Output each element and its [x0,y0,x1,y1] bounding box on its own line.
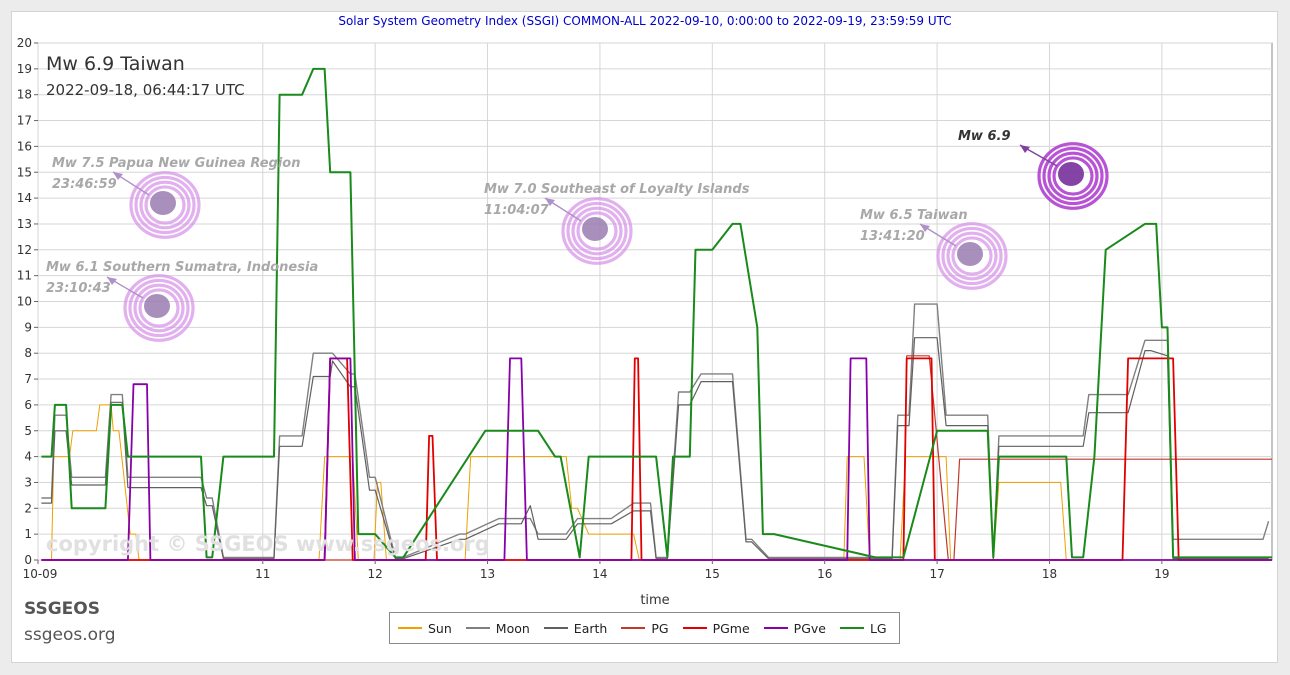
x-tick-label: 15 [705,567,720,581]
legend-swatch [682,627,707,629]
x-tick-label: 11 [255,567,270,581]
y-tick-label: 5 [24,424,32,438]
annotations: Mw 6.9 Taiwan 2022-09-18, 06:44:17 UTC M… [46,53,1109,608]
legend-label: Earth [573,620,608,636]
series-line-moon [41,303,1270,559]
chart-title: Solar System Geometry Index (SSGI) COMMO… [338,14,951,28]
x-tick-label: 19 [1154,567,1169,581]
legend-item-pgme: PGme [682,620,750,636]
y-tick-label: 14 [17,191,32,205]
legend-swatch [621,627,646,629]
y-tick-label: 17 [17,114,32,128]
x-tick-label: 17 [929,567,944,581]
y-tick-label: 4 [24,450,32,464]
quake-ring-icon [112,171,201,239]
x-tick-label: 13 [480,567,495,581]
y-tick-label: 13 [17,217,32,231]
brand-name: SSGEOS [24,599,100,619]
y-tick-label: 12 [17,243,32,257]
legend-label: PG [651,620,669,636]
legend-swatch [398,627,422,629]
y-tick-label: 18 [17,88,32,102]
y-tick-label: 19 [17,62,32,76]
x-tick-label: 18 [1042,567,1057,581]
event-label: Mw 6.5 Taiwan [860,208,968,223]
legend-label: PGme [712,620,750,636]
y-tick-label: 11 [17,269,32,283]
y-tick-label: 9 [24,320,32,334]
legend: Sun Moon Earth PG PGme PGve LG [389,612,900,644]
legend-label: LG [869,620,887,636]
x-axis-label: time [640,593,669,608]
y-tick-label: 1 [24,527,32,541]
event-time: 23:46:59 [52,177,117,192]
quake-ring-icon [106,274,195,342]
y-tick-label: 10 [17,295,32,309]
x-tick-label: 10-09 [23,567,58,581]
legend-item-earth: Earth [543,620,608,636]
legend-swatch [543,627,568,629]
legend-label: PGve [793,620,826,636]
event-label: Mw 6.9 [958,129,1011,144]
y-tick-label: 16 [17,139,32,153]
brand-url: ssgeos.org [24,625,116,645]
y-tick-label: 20 [17,36,32,50]
headline-time: 2022-09-18, 06:44:17 UTC [46,81,245,99]
series-line-earth [41,337,1269,560]
event-time: 13:41:20 [860,229,925,244]
legend-item-moon: Moon [465,620,530,636]
quake-ring-icon [919,222,1008,290]
legend-swatch [465,627,490,629]
watermark: copyright © SSGEOS www.ssgeos.org [46,532,490,556]
y-tick-label: 15 [17,165,32,179]
grid [37,42,1273,561]
legend-swatch [763,627,788,629]
quake-ring-icon [1019,142,1109,210]
y-tick-label: 8 [24,346,32,360]
series-line-pgve [41,357,1272,561]
legend-item-lg: LG [839,620,887,636]
x-tick-label: 12 [368,567,383,581]
series-lines [41,67,1272,561]
event-label: Mw 7.0 Southeast of Loyalty Islands [484,182,750,197]
legend-item-pg: PG [621,620,669,636]
x-tick-label: 14 [592,567,607,581]
y-tick-label: 2 [24,501,32,515]
legend-label: Sun [428,620,452,636]
series-line-lg [41,67,1272,559]
quake-ring-icon [544,197,633,265]
x-tick-label: 16 [817,567,832,581]
legend-item-sun: Sun [398,621,452,636]
legend-swatch [839,627,864,629]
y-tick-label: 6 [24,398,32,412]
y-tick-label: 3 [24,475,32,489]
headline-title: Mw 6.9 Taiwan [46,53,185,75]
legend-label: Moon [495,620,530,636]
event-label: Mw 7.5 Papua New Guinea Region [52,156,300,171]
y-tick-label: 0 [24,553,32,567]
event-time: 23:10:43 [46,281,111,296]
event-time: 11:04:07 [484,203,550,218]
event-label: Mw 6.1 Southern Sumatra, Indonesia [46,260,318,275]
y-tick-label: 7 [24,372,32,386]
legend-item-pgve: PGve [763,620,826,636]
